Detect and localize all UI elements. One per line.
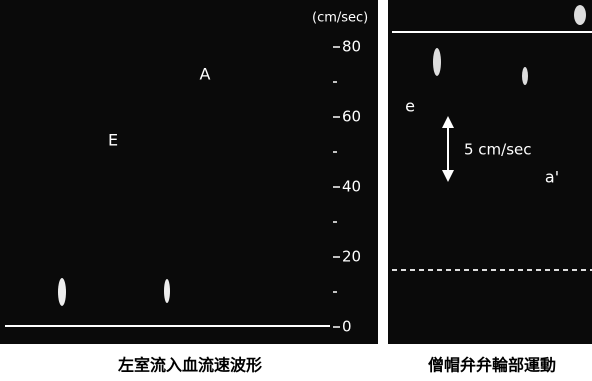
signal [164,279,170,303]
tick-label: 60 [342,108,361,126]
wave-label: e [405,97,415,116]
scale-label: 5 cm/sec [464,141,532,159]
page: (cm/sec) A E e a' 5 cm/sec 左室流入血流速波形 僧帽弁… [0,0,592,381]
signal [58,278,66,306]
signal [574,5,586,25]
caption: 左室流入血流速波形 [117,356,262,375]
tick-label: 0 [342,318,352,336]
signal [522,67,528,85]
wave-label: E [108,131,118,150]
wave-label: a' [545,168,559,187]
wave-label: A [200,65,211,84]
signal [433,48,441,76]
tick-label: 20 [342,248,361,266]
caption: 僧帽弁弁輪部運動 [428,356,556,375]
unit-label: (cm/sec) [312,11,368,26]
tick-label: 80 [342,38,361,56]
right-panel [388,0,592,344]
tick-label: 40 [342,178,361,196]
figure: (cm/sec) A E e a' 5 cm/sec 左室流入血流速波形 僧帽弁… [0,0,592,381]
left-panel [0,0,378,344]
